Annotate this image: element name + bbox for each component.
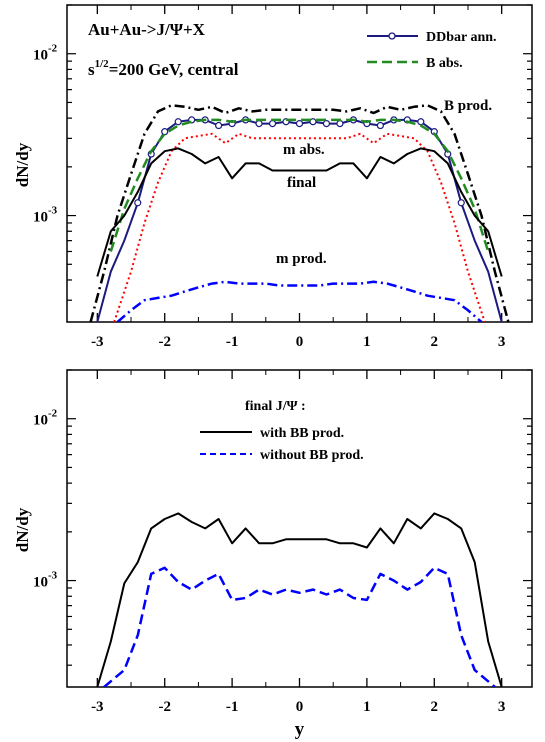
y-tick-label: 10-3 — [33, 570, 58, 591]
top-panel: -3 -2 -1 0 1 2 3 10-2 10-3 Au+Au->J/Ψ+X s1/2=20… — [13, 4, 533, 350]
data-point-ddbar-ann — [322, 120, 331, 128]
top-y-ticks: 10-2 10-3 — [33, 4, 532, 301]
x-tick-label: 1 — [363, 334, 371, 350]
x-tick-label: -3 — [91, 699, 104, 715]
data-point-ddbar-ann — [376, 121, 384, 130]
energy-label: s1/2=200 GeV, central — [88, 58, 239, 79]
series-line-m-abs — [113, 132, 486, 322]
energy-sup: 1/2 — [95, 58, 110, 70]
top-legend: DDbar ann. B abs. — [367, 30, 497, 71]
x-tick-label: -1 — [226, 334, 239, 350]
bottom-y-axis-label: dN/dy — [13, 507, 32, 552]
x-tick-label: -1 — [226, 699, 239, 715]
data-point-ddbar-ann — [295, 120, 304, 128]
bottom-panel: -3 -2 -1 0 1 2 3 10-2 10-3 final J/Ψ : with BB … — [13, 369, 533, 740]
legend-label-babs: B abs. — [426, 56, 463, 71]
bottom-y-ticks: 10-2 10-3 — [33, 369, 532, 666]
legend-label-with-bb: with BB prod. — [260, 426, 344, 441]
x-tick-label: 2 — [431, 334, 439, 350]
data-point-ddbar-ann — [417, 118, 425, 126]
x-tick-label: -3 — [91, 334, 104, 350]
data-point-ddbar-ann — [309, 118, 317, 126]
top-y-axis-label: dN/dy — [13, 142, 32, 187]
top-x-ticks: -3 -2 -1 0 1 2 3 — [91, 5, 505, 350]
legend-label-without-bb: without BB prod. — [260, 448, 364, 463]
title-line: Au+Au->J/Ψ+X — [88, 20, 206, 39]
label-b-prod: B prod. — [444, 98, 492, 114]
x-tick-label: 2 — [431, 699, 439, 715]
bottom-x-ticks: -3 -2 -1 0 1 2 3 — [91, 370, 505, 715]
data-point-ddbar-ann — [134, 199, 142, 207]
x-axis-label: y — [295, 719, 305, 740]
x-tick-label: 0 — [296, 334, 304, 350]
bottom-series — [96, 512, 503, 687]
energy-rest: =200 GeV, central — [109, 60, 239, 79]
y-tick-label: 10-3 — [33, 205, 58, 226]
y-tick-label: 10-2 — [33, 43, 58, 64]
top-series — [89, 104, 510, 322]
energy-base: s — [88, 60, 95, 79]
data-point-ddbar-ann — [268, 120, 277, 128]
series-line-b-prod — [89, 104, 510, 322]
y-tick-label: 10-2 — [33, 408, 58, 429]
data-point-ddbar-ann — [336, 120, 344, 128]
data-point-ddbar-ann — [215, 121, 223, 130]
legend-label-ddbar: DDbar ann. — [426, 30, 497, 45]
top-plot-frame — [66, 4, 533, 323]
x-tick-label: 0 — [296, 699, 304, 715]
label-final: final — [287, 175, 316, 191]
data-point-ddbar-ann — [174, 118, 182, 126]
bottom-legend: final J/Ψ : with BB prod. without BB pro… — [200, 399, 364, 463]
x-tick-label: -2 — [158, 699, 171, 715]
data-point-ddbar-ann — [255, 120, 263, 128]
label-m-abs: m abs. — [283, 142, 325, 158]
legend-marker-ddbar — [388, 32, 396, 40]
series-line-m-prod — [116, 280, 483, 322]
series-line-final — [96, 147, 503, 277]
x-tick-label: 1 — [363, 699, 371, 715]
x-tick-label: -2 — [158, 334, 171, 350]
x-tick-label: 3 — [498, 334, 506, 350]
label-m-prod: m prod. — [276, 251, 327, 267]
data-point-ddbar-ann — [457, 199, 465, 207]
data-point-ddbar-ann — [161, 128, 169, 136]
legend-title: final J/Ψ : — [245, 399, 306, 414]
series-line-with-bb-prod — [96, 512, 503, 687]
x-tick-label: 3 — [498, 699, 506, 715]
series-line-without-bb-prod — [103, 566, 496, 687]
series-line-b-abs — [109, 118, 490, 252]
